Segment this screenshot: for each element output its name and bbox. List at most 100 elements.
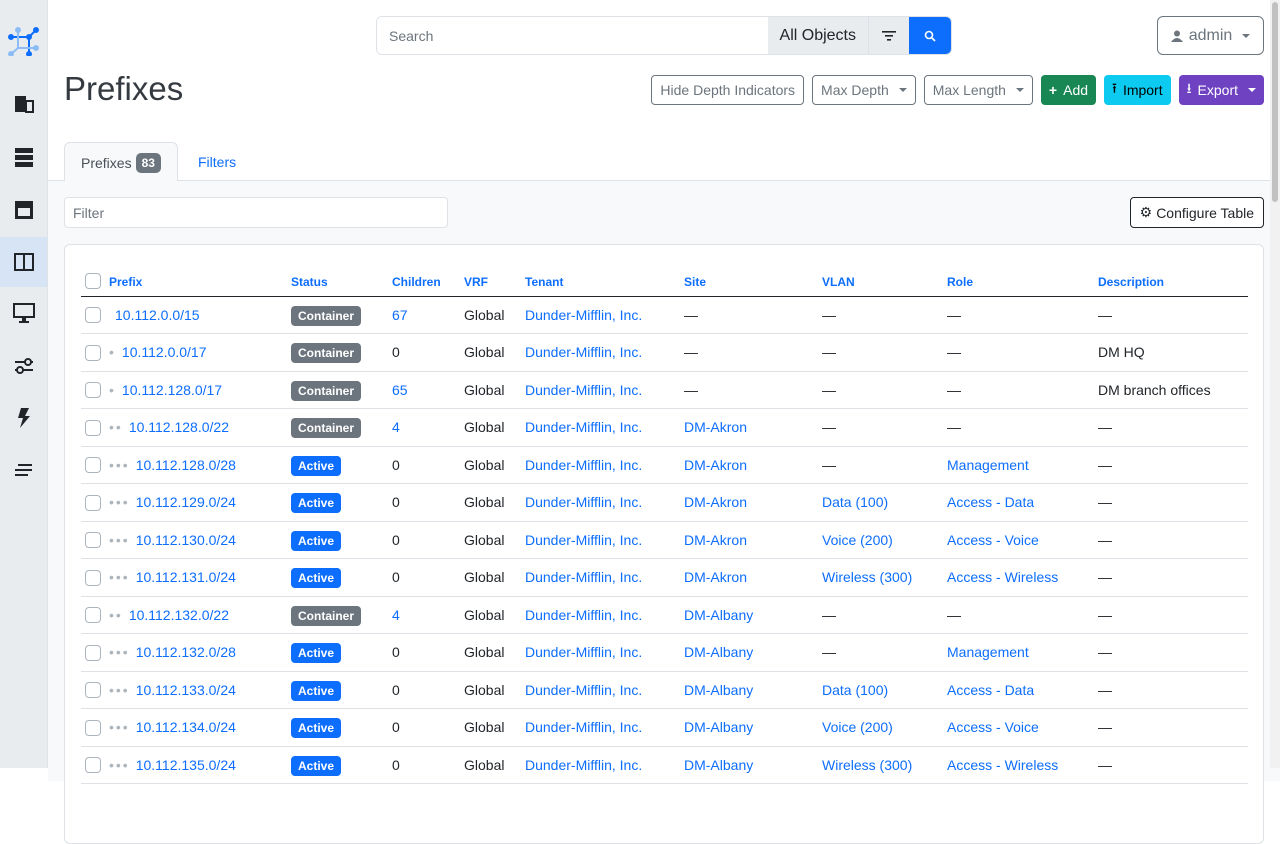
column-header[interactable]: Children	[388, 267, 460, 297]
column-header[interactable]: Tenant	[521, 267, 680, 297]
scrollbar-thumb[interactable]	[1272, 2, 1278, 202]
row-checkbox[interactable]	[85, 532, 101, 549]
user-menu-button[interactable]: admin	[1157, 16, 1264, 55]
cell-link[interactable]: Management	[947, 644, 1029, 661]
column-header[interactable]: Role	[943, 267, 1094, 297]
connections-icon[interactable]	[0, 185, 47, 235]
cell-link[interactable]: 4	[392, 606, 400, 623]
other-icon[interactable]	[0, 445, 47, 495]
row-checkbox[interactable]	[85, 644, 101, 661]
cell-link[interactable]: Access - Data	[947, 681, 1035, 698]
cell-link[interactable]: DM-Akron	[684, 569, 748, 586]
cell-link[interactable]: 4	[392, 419, 400, 436]
cell-link[interactable]: Access - Data	[947, 494, 1035, 511]
scrollbar[interactable]	[1270, 0, 1280, 768]
column-header[interactable]: Site	[680, 267, 818, 297]
max-length-dropdown[interactable]: Max Length	[923, 75, 1033, 105]
cell-link[interactable]: DM-Akron	[684, 456, 748, 473]
cell-link[interactable]: Dunder-Mifflin, Inc.	[525, 344, 643, 361]
cell-link[interactable]: Access - Voice	[947, 531, 1039, 548]
cell-link[interactable]: DM-Albany	[684, 644, 754, 661]
row-checkbox[interactable]	[85, 344, 101, 361]
row-checkbox[interactable]	[85, 607, 101, 624]
cell-link[interactable]: Management	[947, 456, 1029, 473]
prefix-link[interactable]: 10.112.0.0/17	[121, 344, 207, 361]
prefix-link[interactable]: 10.112.134.0/24	[135, 719, 236, 736]
row-checkbox[interactable]	[85, 457, 101, 474]
add-button[interactable]: + Add	[1040, 75, 1097, 105]
prefix-link[interactable]: 10.112.133.0/24	[135, 681, 236, 698]
column-header[interactable]: VRF	[460, 267, 521, 297]
cell-link[interactable]: Dunder-Mifflin, Inc.	[525, 569, 643, 586]
cell-link[interactable]: DM-Albany	[684, 719, 754, 736]
prefix-link[interactable]: 10.112.128.0/17	[121, 381, 223, 398]
prefix-link[interactable]: 10.112.0.0/15	[115, 306, 200, 323]
cell-link[interactable]: Dunder-Mifflin, Inc.	[525, 681, 643, 698]
prefix-link[interactable]: 10.112.128.0/28	[135, 456, 236, 473]
cell-link[interactable]: DM-Albany	[684, 606, 754, 623]
cell-link[interactable]: Voice (200)	[822, 531, 893, 548]
column-header[interactable]: Status	[287, 267, 388, 297]
tab-filters[interactable]: Filters	[182, 142, 252, 181]
export-dropdown[interactable]: ⭳ Export	[1178, 75, 1264, 105]
prefix-link[interactable]: 10.112.132.0/22	[128, 606, 229, 623]
prefix-link[interactable]: 10.112.135.0/24	[135, 756, 236, 773]
column-header[interactable]: Prefix	[105, 267, 287, 297]
organization-icon[interactable]	[0, 79, 47, 129]
cell-link[interactable]: DM-Akron	[684, 531, 748, 548]
power-icon[interactable]	[0, 393, 47, 443]
select-all-checkbox[interactable]	[85, 272, 101, 289]
cell-link[interactable]: Access - Wireless	[947, 569, 1059, 586]
cell-link[interactable]: Dunder-Mifflin, Inc.	[525, 531, 643, 548]
row-checkbox[interactable]	[85, 569, 101, 586]
row-checkbox[interactable]	[85, 382, 101, 399]
cell-link[interactable]: 67	[392, 306, 408, 323]
cell-link[interactable]: Dunder-Mifflin, Inc.	[525, 381, 643, 398]
cell-link[interactable]: Data (100)	[822, 494, 889, 511]
netbox-logo-icon[interactable]	[0, 15, 47, 65]
cell-link[interactable]: DM-Akron	[684, 494, 748, 511]
cell-link[interactable]: Dunder-Mifflin, Inc.	[525, 456, 643, 473]
row-checkbox[interactable]	[85, 719, 101, 736]
prefix-link[interactable]: 10.112.132.0/28	[135, 644, 236, 661]
cell-link[interactable]: Voice (200)	[822, 719, 893, 736]
cell-link[interactable]: Dunder-Mifflin, Inc.	[525, 644, 643, 661]
row-checkbox[interactable]	[85, 757, 101, 774]
cell-link[interactable]: Dunder-Mifflin, Inc.	[525, 419, 643, 436]
cell-link[interactable]: DM-Albany	[684, 756, 754, 773]
cell-link[interactable]: Dunder-Mifflin, Inc.	[525, 719, 643, 736]
cell-link[interactable]: DM-Albany	[684, 681, 754, 698]
column-header[interactable]: VLAN	[818, 267, 943, 297]
search-scope-select[interactable]: All Objects	[767, 17, 869, 54]
cell-link[interactable]: Dunder-Mifflin, Inc.	[525, 606, 643, 623]
cell-link[interactable]: 65	[392, 381, 408, 398]
cell-link[interactable]: Access - Voice	[947, 719, 1039, 736]
cell-link[interactable]: DM-Akron	[684, 419, 748, 436]
prefix-link[interactable]: 10.112.129.0/24	[135, 494, 236, 511]
row-checkbox[interactable]	[85, 307, 101, 324]
table-filter-input[interactable]	[64, 197, 448, 228]
cell-link[interactable]: Dunder-Mifflin, Inc.	[525, 756, 643, 773]
row-checkbox[interactable]	[85, 682, 101, 699]
cell-link[interactable]: Data (100)	[822, 681, 889, 698]
cell-link[interactable]: Dunder-Mifflin, Inc.	[525, 494, 643, 511]
search-filter-button[interactable]	[869, 17, 909, 54]
cell-link[interactable]: Wireless (300)	[822, 756, 913, 773]
hide-depth-button[interactable]: Hide Depth Indicators	[651, 75, 805, 105]
configure-table-button[interactable]: ⚙ Configure Table	[1129, 197, 1264, 228]
ipam-icon[interactable]	[0, 237, 47, 287]
import-button[interactable]: ⭱ Import	[1104, 75, 1171, 105]
prefix-link[interactable]: 10.112.130.0/24	[135, 531, 236, 548]
search-input[interactable]	[377, 17, 768, 54]
cell-link[interactable]: Access - Wireless	[947, 756, 1059, 773]
prefix-link[interactable]: 10.112.128.0/22	[128, 419, 229, 436]
search-button[interactable]	[909, 17, 951, 54]
devices-icon[interactable]	[0, 132, 47, 182]
row-checkbox[interactable]	[85, 419, 101, 436]
column-header[interactable]: Description	[1094, 267, 1248, 297]
cell-link[interactable]: Wireless (300)	[822, 569, 913, 586]
circuits-icon[interactable]	[0, 341, 47, 391]
virtualization-icon[interactable]	[0, 288, 47, 338]
prefix-link[interactable]: 10.112.131.0/24	[135, 569, 236, 586]
cell-link[interactable]: Dunder-Mifflin, Inc.	[525, 306, 643, 323]
